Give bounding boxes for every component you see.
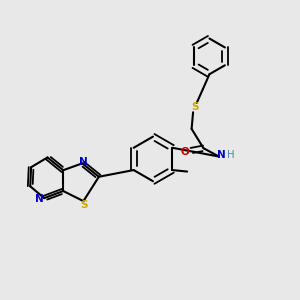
Text: S: S [191, 103, 198, 112]
Text: O: O [181, 147, 189, 157]
Text: N: N [217, 150, 225, 160]
Text: H: H [227, 150, 235, 160]
Text: N: N [79, 157, 88, 166]
Text: S: S [80, 200, 88, 210]
Text: N: N [35, 194, 44, 204]
